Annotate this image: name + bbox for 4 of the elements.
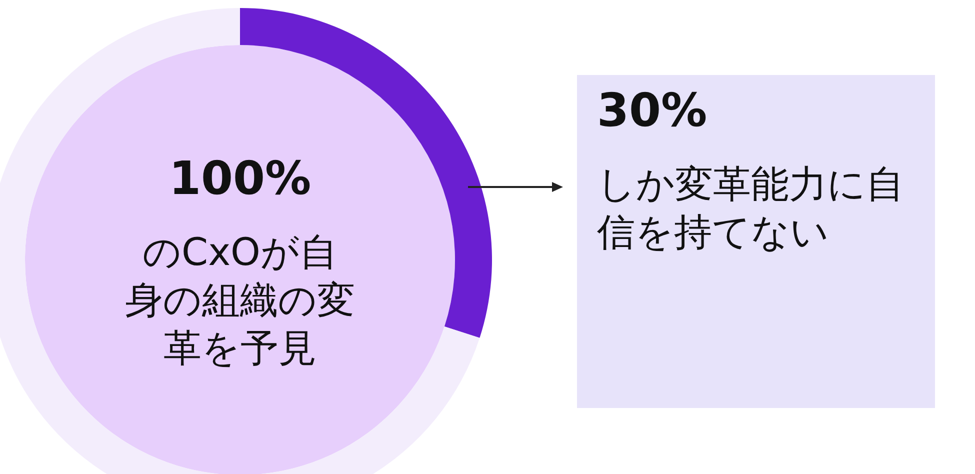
text: のCxOが自身の組織の変革を予見 [125, 229, 355, 372]
text: しか変革能力に自信を持てない [597, 161, 905, 256]
text: 100% [168, 150, 312, 206]
text: 30% [597, 82, 708, 138]
